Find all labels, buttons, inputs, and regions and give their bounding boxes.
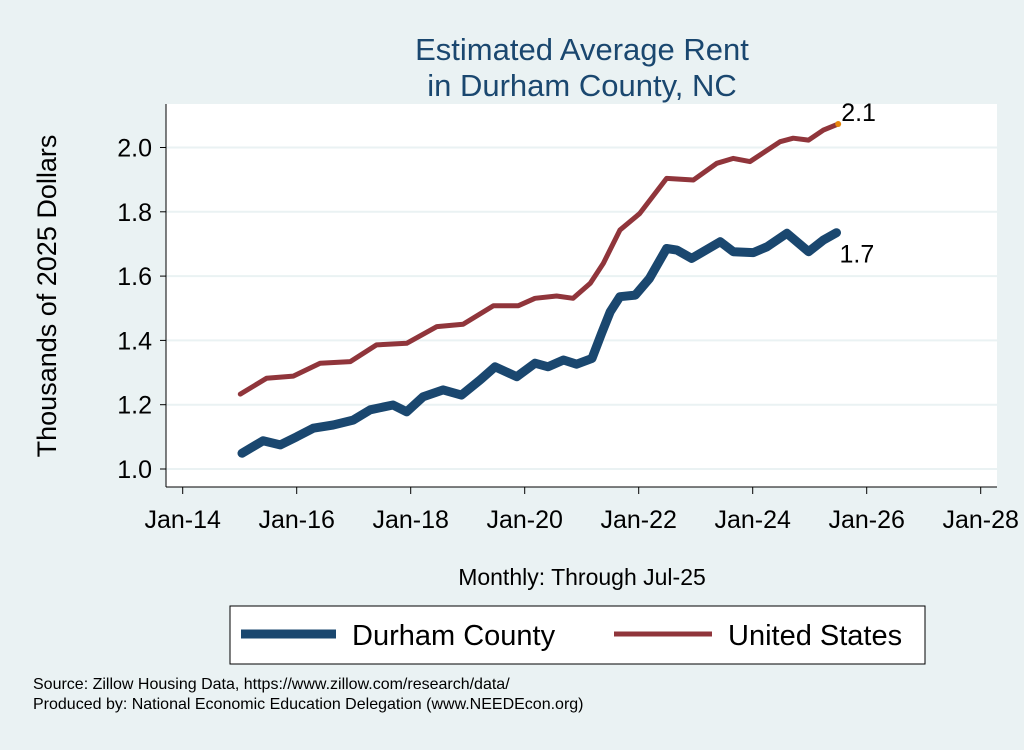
y-tick-label: 1.6 [117,263,152,291]
x-axis-label: Monthly: Through Jul-25 [458,564,706,590]
x-tick-label: Jan-20 [486,506,562,534]
source-note: Source: Zillow Housing Data, https://www… [33,676,510,693]
chart-title-line-2: in Durham County, NC [427,68,737,103]
axes: 1.0 1.2 1.4 1.6 1.8 2.0 Jan-14 Jan-16 Jan-18 Jan-… [117,104,1019,534]
series-lines: 1.7 2.1 [237,99,876,458]
y-tick-label: 1.4 [117,327,152,355]
x-tick-label: Jan-18 [372,506,448,534]
x-tick-label: Jan-14 [144,506,221,534]
legend-label-us: United States [728,620,902,652]
x-tick-label: Jan-16 [258,506,334,534]
legend: Durham County United States [229,605,926,665]
durham-county-line [237,228,841,458]
plot-area [166,104,997,487]
y-tick-label: 1.2 [117,392,152,420]
x-tick-label: Jan-28 [942,506,1018,534]
legend-label-durham: Durham County [352,620,556,652]
end-marker [835,121,842,128]
y-tick-label: 2.0 [117,135,152,163]
us-end-label: 2.1 [841,99,876,127]
x-tick-label: Jan-24 [714,506,791,534]
chart-title-line-1: Estimated Average Rent [415,32,749,67]
united-states-line [237,121,841,397]
y-tick-label: 1.8 [117,199,152,227]
x-tick-label: Jan-26 [828,506,904,534]
gridlines [166,146,997,470]
durham-end-label: 1.7 [839,241,874,269]
y-axis-label: Thousands of 2025 Dollars [32,135,62,458]
x-tick-label: Jan-22 [600,506,676,534]
y-tick-label: 1.0 [117,456,152,484]
legend-box [229,605,926,665]
produced-by-note: Produced by: National Economic Education… [33,696,584,713]
